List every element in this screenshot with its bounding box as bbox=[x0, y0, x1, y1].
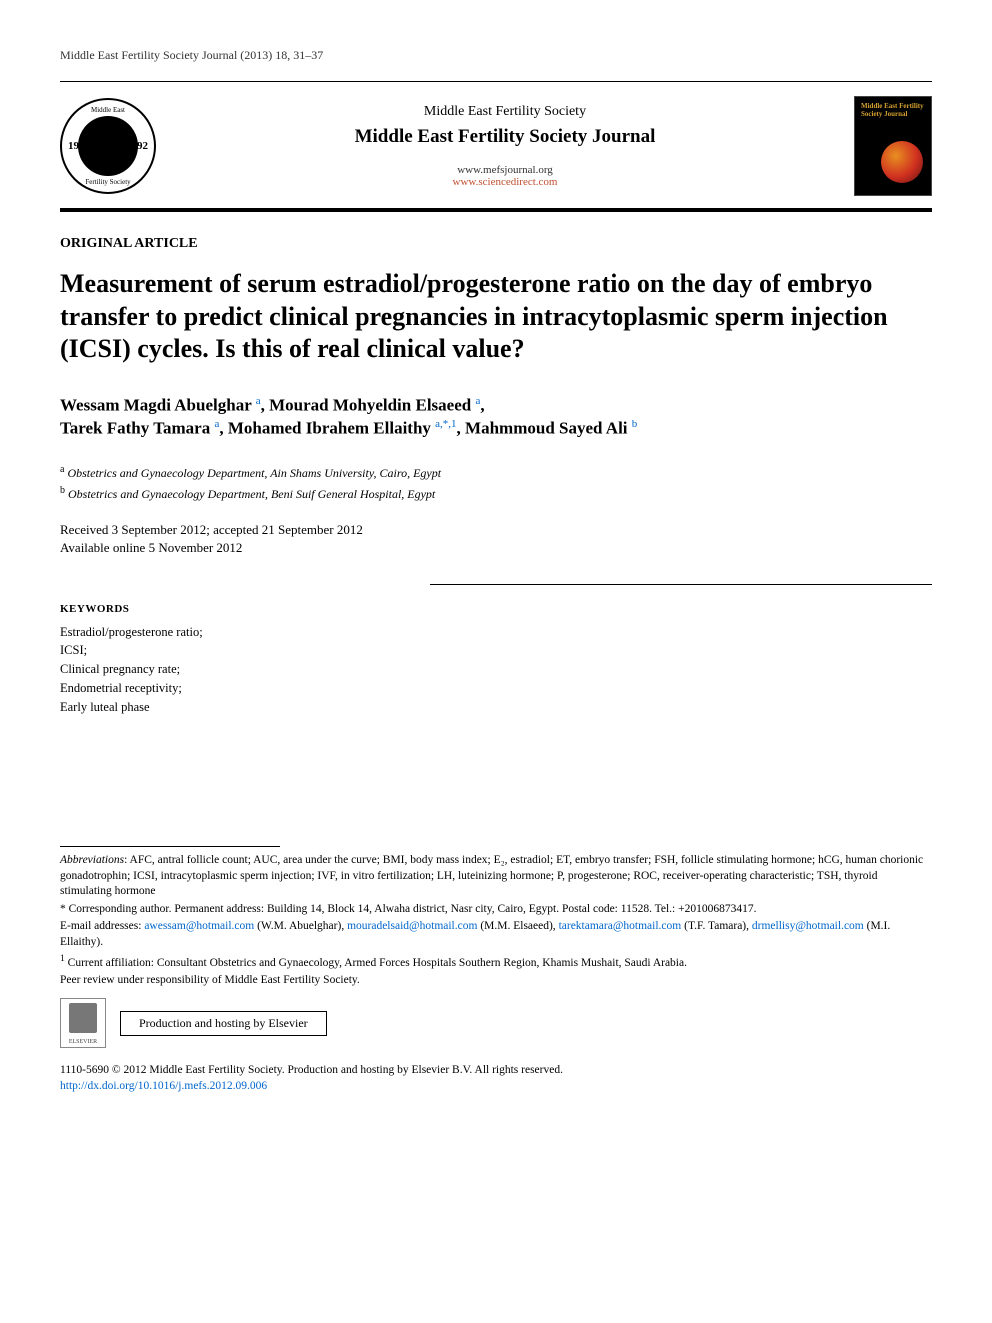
online-date: Available online 5 November 2012 bbox=[60, 539, 932, 557]
author-4-sup: a,*,1 bbox=[435, 418, 456, 430]
keyword-item: Early luteal phase bbox=[60, 698, 932, 717]
author-3: Tarek Fathy Tamara bbox=[60, 419, 214, 438]
rule-keywords bbox=[430, 584, 932, 585]
footnote-abbrev: Abbreviations: AFC, antral follicle coun… bbox=[60, 853, 932, 900]
authors: Wessam Magdi Abuelghar a, Mourad Mohyeld… bbox=[60, 394, 932, 441]
rule-footnote bbox=[60, 846, 280, 847]
author-sep-4: , Mahmmoud Sayed Ali bbox=[457, 419, 632, 438]
journal-url-1[interactable]: www.mefsjournal.org bbox=[176, 164, 834, 176]
keywords-list: Estradiol/progesterone ratio; ICSI; Clin… bbox=[60, 623, 932, 717]
elsevier-logo-icon: ELSEVIER bbox=[60, 998, 106, 1048]
footnote-emails: E-mail addresses: awessam@hotmail.com (W… bbox=[60, 919, 932, 950]
abbrev-label: Abbreviations bbox=[60, 854, 124, 866]
rule-thick bbox=[60, 208, 932, 212]
society-name: Middle East Fertility Society bbox=[176, 104, 834, 120]
email-who: (T.F. Tamara), bbox=[681, 920, 752, 932]
email-link[interactable]: drmellisy@hotmail.com bbox=[752, 920, 864, 932]
email-who: (M.M. Elsaeed), bbox=[477, 920, 558, 932]
author-sep-2: , bbox=[480, 395, 484, 414]
logo-year-left: 19 bbox=[68, 140, 79, 152]
keyword-item: Clinical pregnancy rate; bbox=[60, 660, 932, 679]
header-center: Middle East Fertility Society Middle Eas… bbox=[156, 104, 854, 188]
keywords-block: KEYWORDS Estradiol/progesterone ratio; I… bbox=[60, 603, 932, 717]
keyword-item: Endometrial receptivity; bbox=[60, 679, 932, 698]
hosting-row: ELSEVIER Production and hosting by Elsev… bbox=[60, 998, 932, 1048]
keyword-item: Estradiol/progesterone ratio; bbox=[60, 623, 932, 642]
journal-name: Middle East Fertility Society Journal bbox=[176, 126, 834, 148]
elsevier-text: ELSEVIER bbox=[69, 1039, 97, 1045]
footnote-current-affil: 1 Current affiliation: Consultant Obstet… bbox=[60, 953, 932, 971]
journal-url-2[interactable]: www.sciencedirect.com bbox=[176, 176, 834, 188]
article-dates: Received 3 September 2012; accepted 21 S… bbox=[60, 521, 932, 557]
email-link[interactable]: tarektamara@hotmail.com bbox=[559, 920, 682, 932]
affil-b-text: Obstetrics and Gynaecology Department, B… bbox=[65, 487, 435, 501]
received-date: Received 3 September 2012; accepted 21 S… bbox=[60, 521, 932, 539]
footnote-peer-review: Peer review under responsibility of Midd… bbox=[60, 973, 932, 989]
logo-year-right: 92 bbox=[137, 140, 148, 152]
logo-top-text: Middle East bbox=[62, 106, 154, 114]
society-logo: Middle East 19 92 Fertility Society bbox=[60, 98, 156, 194]
author-1: Wessam Magdi Abuelghar bbox=[60, 395, 256, 414]
journal-cover-icon: Middle East Fertility Society Journal bbox=[854, 96, 932, 196]
abbrev-text: : AFC, antral follicle count; AUC, area … bbox=[60, 854, 923, 897]
hosting-box: Production and hosting by Elsevier bbox=[120, 1011, 327, 1036]
email-who: (W.M. Abuelghar), bbox=[254, 920, 347, 932]
cover-graphic-icon bbox=[881, 141, 923, 183]
copyright: 1110-5690 © 2012 Middle East Fertility S… bbox=[60, 1062, 932, 1094]
author-5-sup: b bbox=[632, 418, 638, 430]
keywords-heading: KEYWORDS bbox=[60, 603, 932, 615]
keyword-item: ICSI; bbox=[60, 641, 932, 660]
current-text: Current affiliation: Consultant Obstetri… bbox=[65, 956, 687, 968]
affil-a-text: Obstetrics and Gynaecology Department, A… bbox=[64, 466, 441, 480]
email-link[interactable]: awessam@hotmail.com bbox=[144, 920, 254, 932]
cover-line2: Society Journal bbox=[861, 111, 925, 119]
article-type: ORIGINAL ARTICLE bbox=[60, 236, 932, 252]
affiliation-b: b Obstetrics and Gynaecology Department,… bbox=[60, 484, 932, 503]
affiliation-a: a Obstetrics and Gynaecology Department,… bbox=[60, 463, 932, 482]
issn-line: 1110-5690 © 2012 Middle East Fertility S… bbox=[60, 1062, 932, 1078]
journal-header: Middle East 19 92 Fertility Society Midd… bbox=[60, 96, 932, 196]
running-header: Middle East Fertility Society Journal (2… bbox=[60, 48, 932, 63]
logo-inner-icon bbox=[78, 116, 138, 176]
rule-top bbox=[60, 81, 932, 82]
logo-bottom-text: Fertility Society bbox=[62, 178, 154, 186]
author-sep-3: , Mohamed Ibrahem Ellaithy bbox=[219, 419, 435, 438]
article-title: Measurement of serum estradiol/progester… bbox=[60, 268, 932, 366]
author-sep-1: , Mourad Mohyeldin Elsaeed bbox=[261, 395, 476, 414]
email-link[interactable]: mouradelsaid@hotmail.com bbox=[347, 920, 477, 932]
emails-label: E-mail addresses: bbox=[60, 920, 144, 932]
doi-link[interactable]: http://dx.doi.org/10.1016/j.mefs.2012.09… bbox=[60, 1078, 932, 1094]
footnote-corresponding: * Corresponding author. Permanent addres… bbox=[60, 902, 932, 918]
